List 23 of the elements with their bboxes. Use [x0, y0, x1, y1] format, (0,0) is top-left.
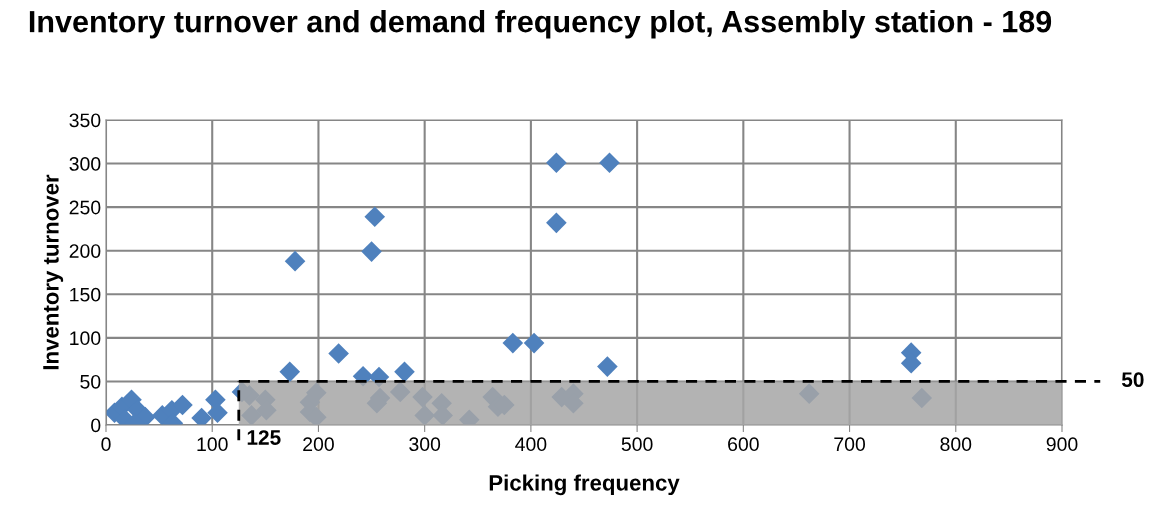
- x-tick-label: 100: [197, 437, 228, 452]
- x-axis-title: Picking frequency: [489, 474, 680, 496]
- x-tick-label: 200: [303, 437, 334, 452]
- x-tick-label: 700: [834, 437, 866, 452]
- ref-line-label: 50: [1121, 372, 1144, 388]
- y-tick-label: 250: [69, 200, 101, 215]
- x-tick-label: 300: [409, 437, 441, 452]
- chart-title: Inventory turnover and demand frequency plot, Assembly station - 189: [29, 10, 1052, 39]
- y-tick-label: 50: [80, 374, 101, 389]
- x-tick-label: 0: [101, 437, 111, 452]
- y-tick-label: 150: [70, 287, 101, 302]
- x-tick-label: 400: [515, 437, 547, 452]
- y-tick-label: 300: [69, 157, 101, 171]
- x-tick-label: 800: [940, 437, 972, 452]
- x-tick-label: 900: [1046, 437, 1078, 452]
- x-tick-label: 500: [621, 437, 653, 452]
- x-tick-label: 600: [728, 437, 759, 452]
- y-axis-title: Inventory turnover: [43, 174, 64, 370]
- y-tick-label: 350: [69, 113, 101, 128]
- ref-line-label: 125: [247, 430, 281, 445]
- y-tick-label: 100: [70, 331, 101, 346]
- y-tick-label: 200: [69, 244, 101, 258]
- y-tick-label: 0: [91, 418, 101, 433]
